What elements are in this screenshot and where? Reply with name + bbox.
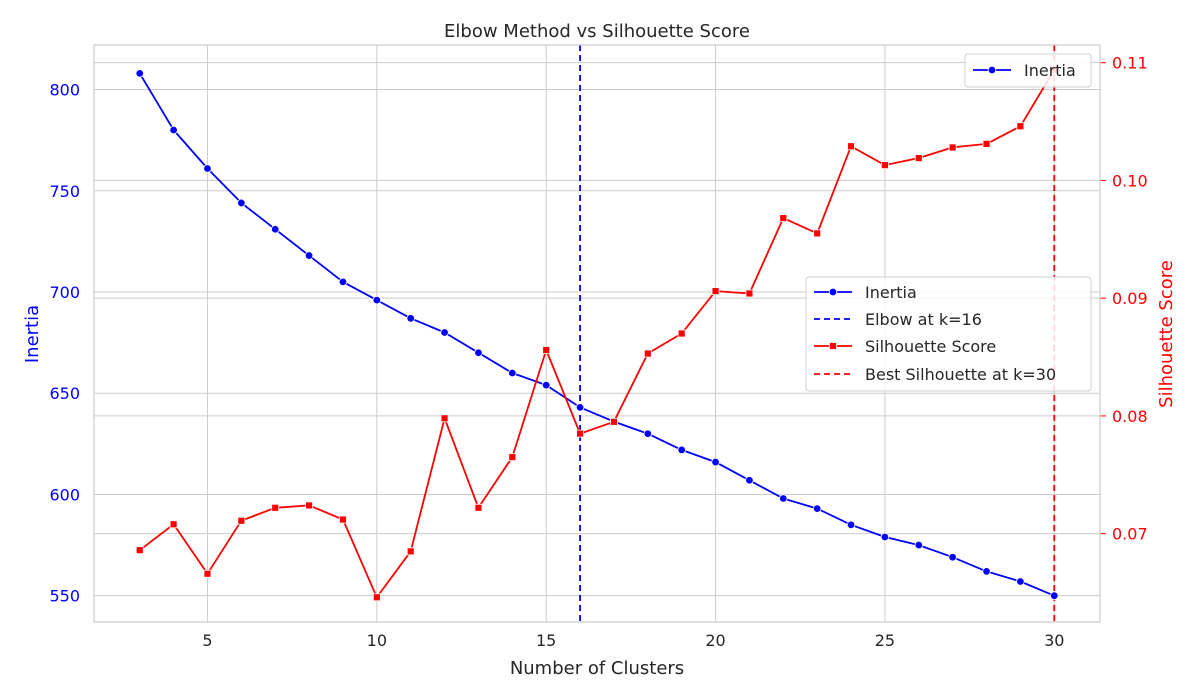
inertia-point	[745, 476, 754, 485]
silhouette-score-point	[135, 546, 144, 555]
silhouette-score-line	[139, 69, 1056, 599]
silhouette-score-point	[305, 501, 313, 510]
inertia-point	[880, 532, 890, 542]
y-right-tick-label: 0.08	[1112, 407, 1148, 426]
inertia-point	[711, 457, 720, 467]
inertia-point	[372, 295, 382, 305]
inertia-point	[203, 164, 212, 173]
x-tick-label: 15	[536, 631, 556, 650]
silhouette-score-point	[203, 569, 212, 578]
legend-silhouette-label: Silhouette Score	[865, 337, 996, 356]
inertia-point	[440, 328, 449, 337]
inertia-point	[677, 445, 686, 455]
silhouette-score-point	[169, 520, 178, 529]
inertia-point	[982, 567, 991, 576]
legend-inertia-marker	[828, 287, 838, 297]
inertia-point	[406, 314, 415, 323]
inertia-point	[271, 225, 280, 234]
y-axis-right-label: Silhouette Score	[1156, 260, 1177, 408]
inertia-point	[1050, 591, 1059, 600]
inertia-point	[812, 504, 822, 513]
legend-top-inertia-marker	[987, 65, 997, 75]
silhouette-score-point	[440, 414, 449, 423]
chart-title: Elbow Method vs Silhouette Score	[444, 21, 750, 42]
inertia-point	[474, 348, 483, 357]
silhouette-score-point	[271, 503, 280, 512]
inertia-point	[846, 520, 856, 530]
legend-top-inertia-label: Inertia	[1024, 61, 1076, 80]
x-tick-label: 30	[1044, 631, 1064, 650]
silhouette-score-point	[847, 142, 855, 151]
y-left-tick-label: 800	[49, 81, 80, 100]
series	[135, 65, 1059, 602]
silhouette-score-point	[542, 346, 551, 354]
silhouette-score-point	[1016, 122, 1025, 131]
silhouette-score-point	[677, 329, 686, 338]
silhouette-score-point	[982, 140, 991, 148]
silhouette-score-point	[406, 547, 415, 556]
y-right-tick-label: 0.09	[1112, 289, 1148, 308]
inertia-point	[237, 198, 246, 208]
silhouette-score-point	[610, 417, 618, 426]
y-right-tick-label: 0.11	[1112, 54, 1148, 73]
y-axis-left-label: Inertia	[22, 305, 43, 363]
legend-best-silhouette-label: Best Silhouette at k=30	[865, 365, 1056, 384]
silhouette-score-point	[237, 516, 246, 525]
reference-lines	[579, 45, 1056, 622]
y-left-tick-label: 550	[49, 587, 80, 606]
legend-inertia-label: Inertia	[865, 283, 917, 302]
silhouette-score-point	[813, 229, 822, 238]
inertia-point	[169, 125, 178, 135]
legend-top-frame	[964, 53, 1092, 88]
inertia-point	[575, 403, 585, 412]
silhouette-score-point	[711, 287, 720, 296]
y-left-tick-label: 700	[49, 283, 80, 302]
legend-main-frame	[805, 276, 1092, 392]
silhouette-score-point	[881, 161, 889, 170]
y-left-tick-label: 650	[49, 384, 80, 403]
inertia-point	[1016, 577, 1025, 586]
legend-silhouette-marker	[829, 342, 837, 350]
y-right-tick-label: 0.07	[1112, 525, 1148, 544]
inertia-point	[508, 368, 517, 378]
inertia-point	[541, 380, 551, 390]
silhouette-score-point	[914, 154, 923, 162]
x-tick-label: 5	[202, 631, 212, 650]
x-tick-label: 10	[367, 631, 387, 650]
ticks: 5 10 15 20 25 30 550 600 650 700 750 800 0.07 0.08 0.0…	[49, 54, 1147, 650]
silhouette-score-point	[576, 429, 584, 438]
inertia-point	[779, 494, 788, 503]
inertia-point	[304, 251, 314, 260]
silhouette-score-point	[643, 349, 652, 358]
x-axis-label: Number of Clusters	[510, 658, 684, 679]
legend-main: Inertia Elbow at k=16 Silhouette Score B…	[805, 276, 1092, 392]
silhouette-score-point	[508, 453, 517, 462]
silhouette-score-point	[372, 593, 381, 602]
silhouette-score-point	[948, 143, 957, 152]
silhouette-score-point	[779, 214, 788, 223]
y-right-tick-label: 0.10	[1112, 171, 1148, 190]
silhouette-score-point	[745, 289, 754, 298]
inertia-point	[643, 429, 653, 438]
x-tick-label: 20	[705, 631, 725, 650]
inertia-point	[135, 69, 144, 78]
x-tick-label: 25	[875, 631, 895, 650]
y-left-tick-label: 750	[49, 182, 80, 201]
y-left-tick-label: 600	[49, 485, 80, 504]
inertia-line	[138, 72, 1055, 597]
inertia-point	[338, 277, 348, 287]
plot-frame	[93, 44, 1101, 623]
legend-top: Inertia	[964, 53, 1092, 88]
inertia-point	[948, 553, 957, 562]
inertia-point	[914, 540, 923, 550]
silhouette-score-point	[339, 515, 347, 524]
legend-elbow-label: Elbow at k=16	[865, 310, 982, 329]
silhouette-score-point	[474, 503, 483, 512]
